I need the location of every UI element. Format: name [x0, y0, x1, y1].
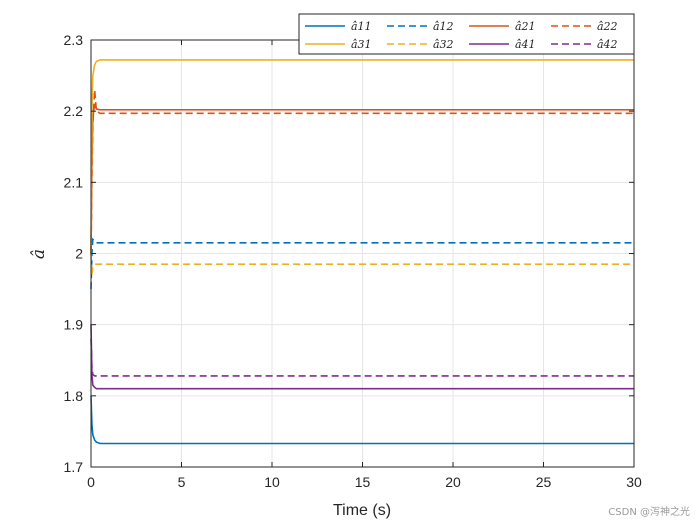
x-tick-label: 5	[178, 474, 186, 490]
y-tick-label: 1.9	[64, 317, 84, 333]
series-line-41	[90, 324, 634, 390]
x-tick-labels: 0 5 10 15 20 25 30	[87, 474, 642, 490]
legend-label-12: â12	[433, 20, 454, 33]
legend-label-42: â42	[597, 38, 618, 51]
legend-label-21: â21	[515, 20, 536, 33]
y-tick-label: 2.2	[64, 103, 84, 119]
legend-label-22: â22	[597, 20, 618, 33]
legend-label-41: â41	[515, 38, 536, 51]
y-tick-label: 1.7	[64, 459, 84, 475]
legend-label-31: â31	[351, 38, 372, 51]
series-line-42	[90, 338, 634, 377]
watermark: CSDN @泻神之光	[608, 505, 690, 518]
series-line-11	[90, 395, 634, 445]
x-axis-label: Time (s)	[333, 502, 391, 519]
x-tick-label: 25	[536, 474, 552, 490]
legend-label-32: â32	[433, 38, 454, 51]
series-line-32	[90, 253, 634, 275]
legend-label-11: â11	[351, 20, 372, 33]
y-tick-labels: 1.7 1.8 1.9 2 2.1 2.2 2.3	[64, 32, 84, 475]
legend: â11 â12 â21 â22 â31 â32 â41 â42	[298, 13, 635, 55]
x-tick-label: 15	[355, 474, 371, 490]
x-tick-label: 0	[87, 474, 95, 490]
x-tick-label: 20	[445, 474, 461, 490]
y-tick-label: 2.1	[64, 174, 84, 190]
y-tick-label: 1.8	[64, 388, 84, 404]
legend-box	[298, 13, 635, 55]
y-tick-label: 2.3	[64, 32, 84, 48]
x-tick-label: 10	[264, 474, 280, 490]
y-tick-label: 2	[75, 246, 83, 262]
x-tick-label: 30	[626, 474, 642, 490]
y-axis-label: â	[29, 249, 49, 259]
